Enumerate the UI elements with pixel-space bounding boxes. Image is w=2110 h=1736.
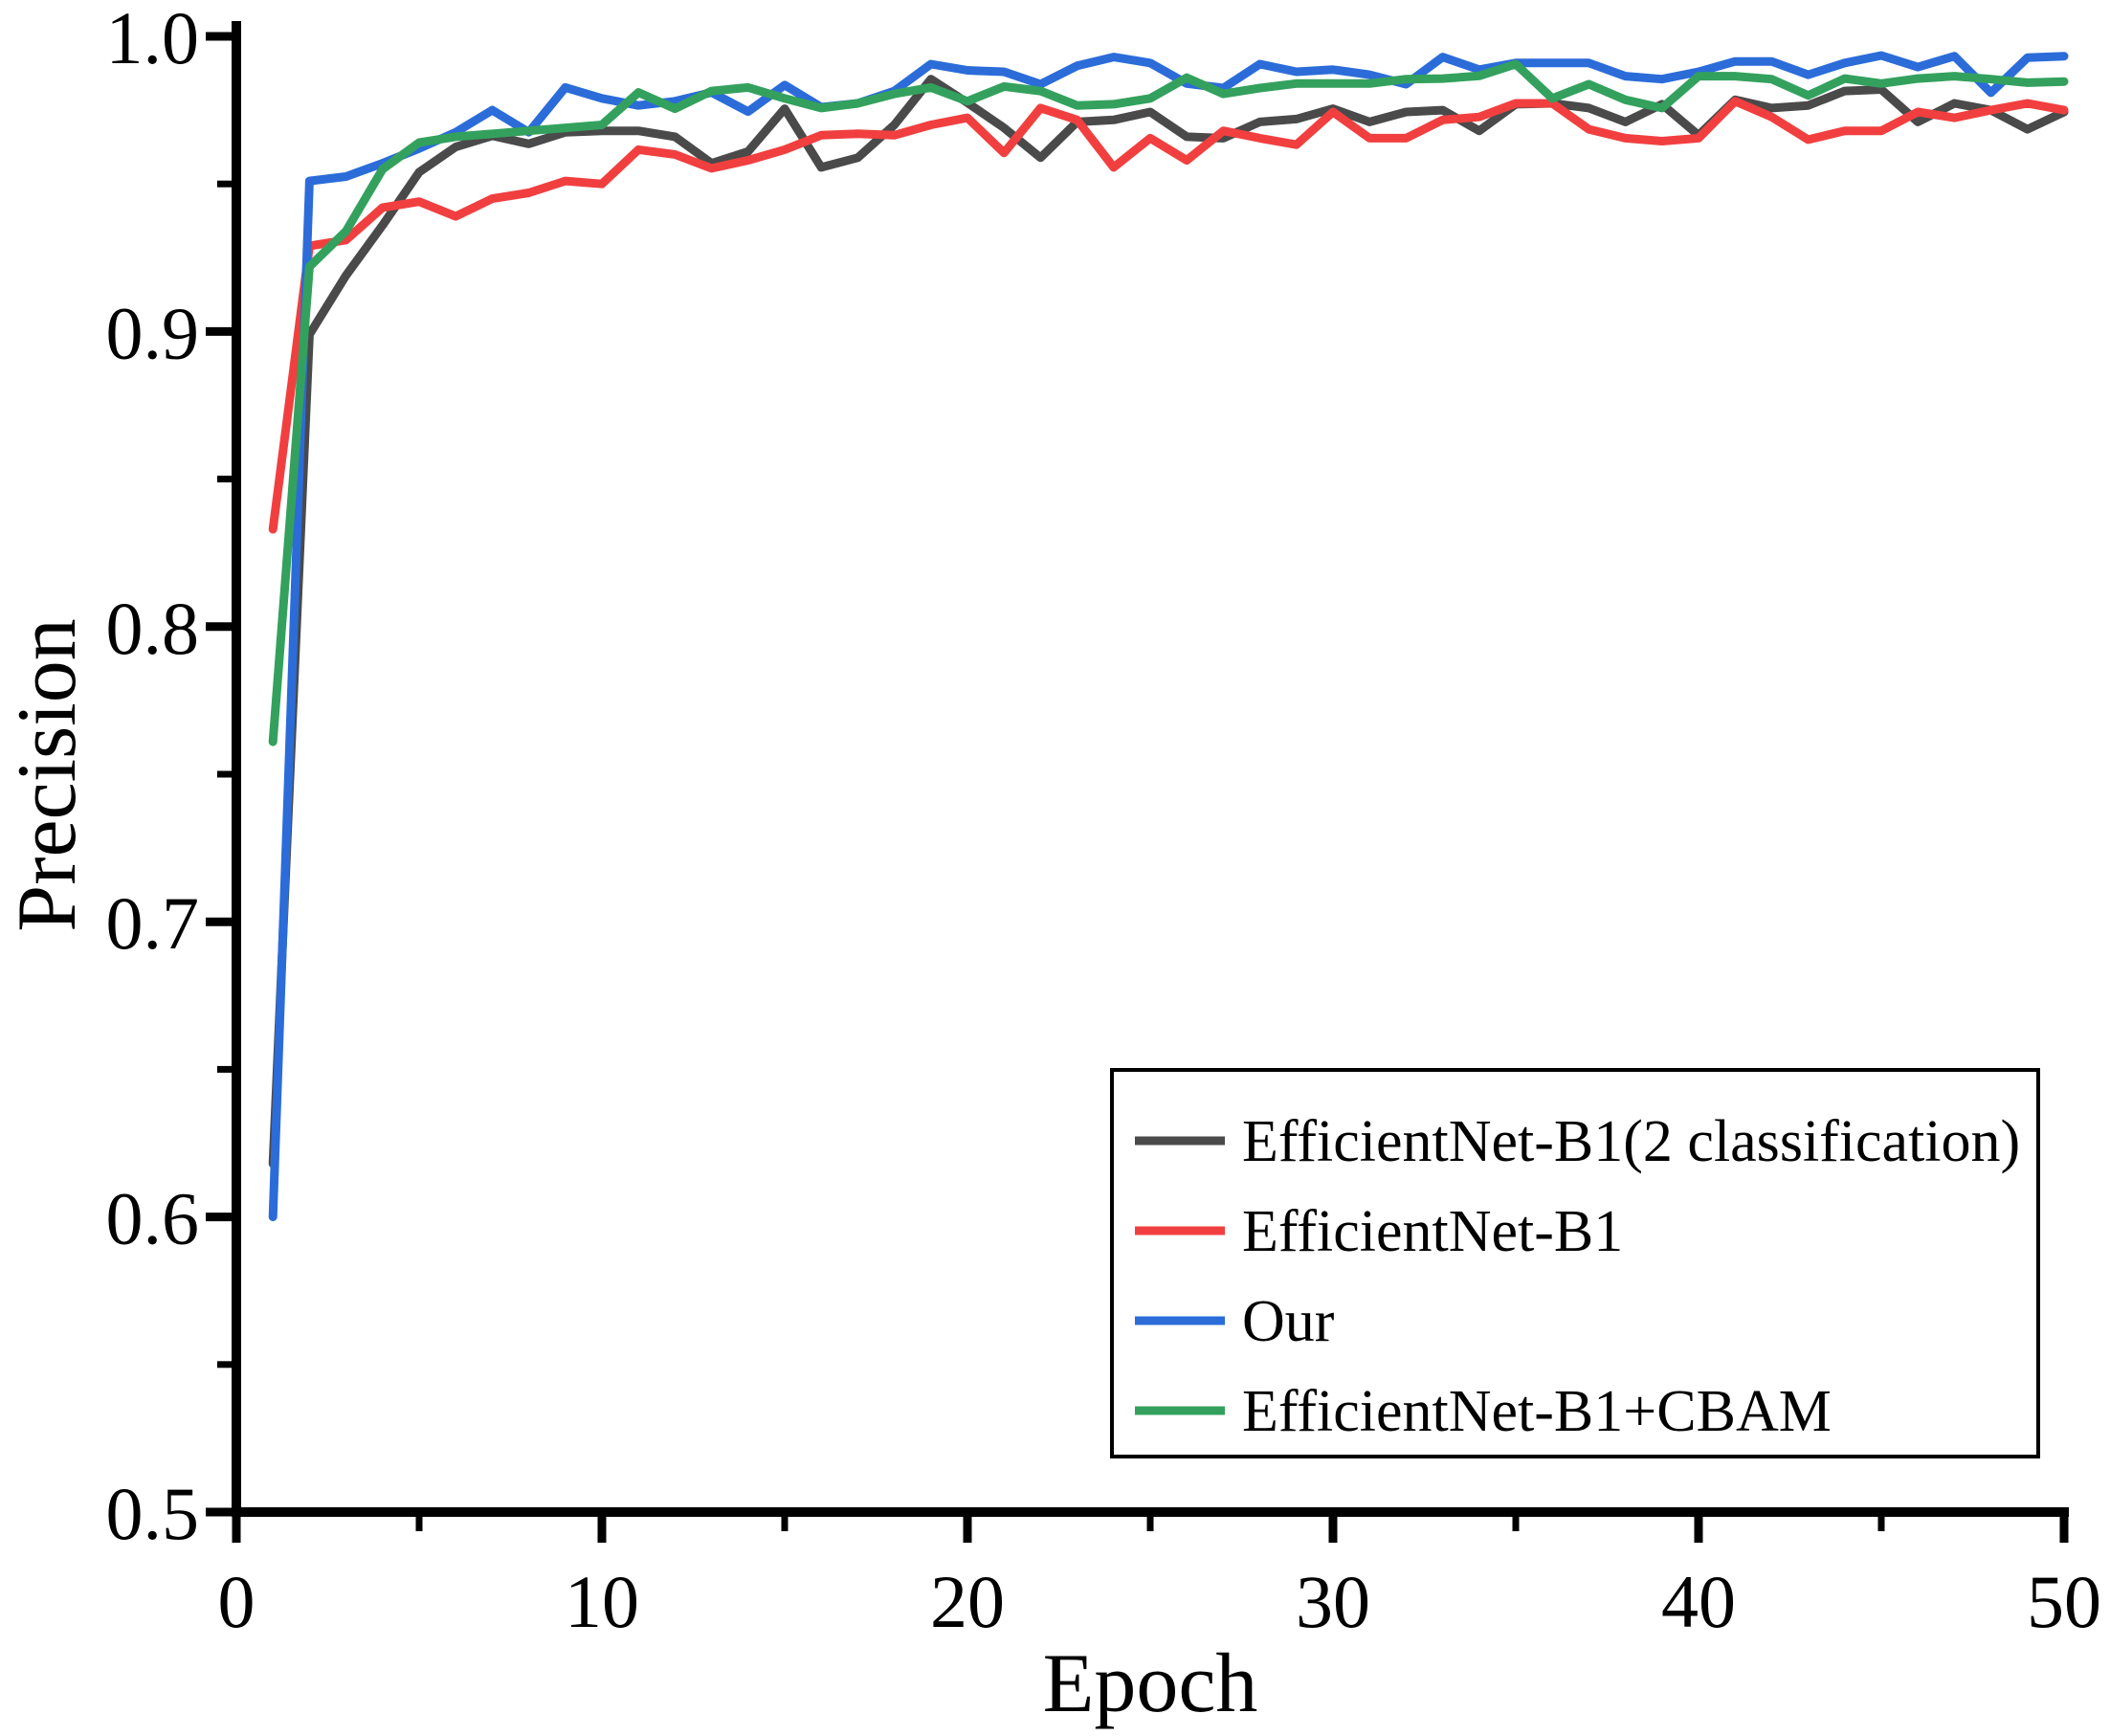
legend: EfficientNet-B1(2 classification) Efficie… (1110, 1068, 2040, 1458)
legend-entry-efficientnet-b1-cbam: EfficientNet-B1+CBAM (1135, 1379, 1832, 1444)
x-axis-title: Epoch (1043, 1637, 1258, 1730)
legend-label-efficientnet-b1-2-classification: EfficientNet-B1(2 classification) (1242, 1109, 2020, 1174)
legend-entry-efficientnet-b1: EfficientNet-B1 (1135, 1199, 1623, 1264)
series-lines (268, 51, 2069, 1222)
y-tick-label: 0.5 (106, 1472, 200, 1555)
series-line-efficientnet-b1 (268, 97, 2069, 534)
legend-entry-efficientnet-b1-2-classification: EfficientNet-B1(2 classification) (1135, 1109, 2020, 1174)
legend-label-efficientnet-b1: EfficientNet-B1 (1242, 1199, 1623, 1264)
y-tick-label: 0.9 (106, 291, 200, 374)
x-tick-label: 50 (2027, 1560, 2101, 1643)
legend-label-our: Our (1242, 1289, 1335, 1354)
y-axis-title: Precision (1, 618, 94, 932)
legend-entry-our: Our (1135, 1289, 1335, 1354)
series-line-efficientnet-b1-cbam (268, 59, 2069, 746)
series-line-our (268, 51, 2069, 1222)
y-tick-label: 1.0 (106, 0, 200, 79)
x-tick-label: 0 (218, 1560, 255, 1643)
x-tick-label: 20 (930, 1560, 1005, 1643)
y-tick-label: 0.8 (106, 587, 200, 670)
legend-label-efficientnet-b1-cbam: EfficientNet-B1+CBAM (1242, 1379, 1832, 1444)
x-tick-label: 10 (565, 1560, 639, 1643)
series-line-efficientnet-b1-2-classification (268, 75, 2069, 1168)
x-tick-label: 30 (1296, 1560, 1370, 1643)
y-tick-label: 0.7 (106, 881, 200, 965)
legend-box (1110, 1068, 2040, 1458)
x-tick-label: 40 (1661, 1560, 1736, 1643)
y-tick-label: 0.6 (106, 1177, 200, 1260)
